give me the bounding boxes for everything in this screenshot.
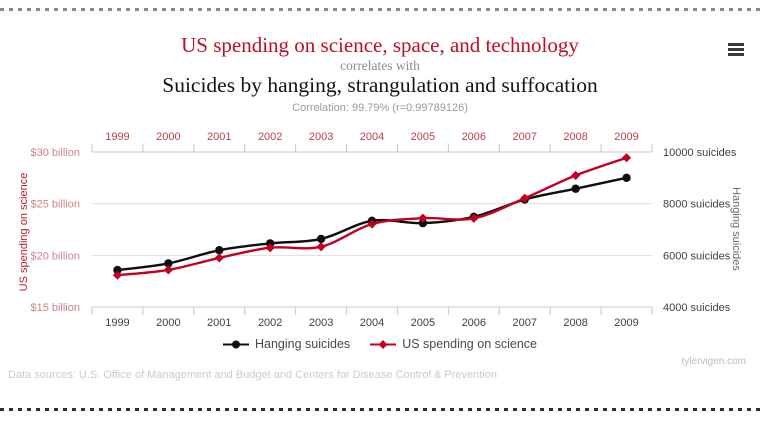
svg-text:2001: 2001 bbox=[207, 131, 231, 143]
svg-text:1999: 1999 bbox=[105, 131, 129, 143]
svg-text:2008: 2008 bbox=[563, 131, 587, 143]
legend-label: Hanging suicides bbox=[254, 337, 351, 351]
left-axis-tick-labels: $30 billion $25 billion $20 billion $15 bil… bbox=[30, 147, 80, 314]
svg-text:2005: 2005 bbox=[411, 317, 435, 329]
svg-text:2005: 2005 bbox=[411, 131, 435, 143]
correlation-line-chart: 1999 2000 2001 2002 2003 2004 2005 2006 2007 2008… bbox=[30, 131, 737, 329]
svg-text:2004: 2004 bbox=[360, 131, 384, 143]
gridlines bbox=[92, 151, 652, 308]
svg-text:$25 billion: $25 billion bbox=[30, 199, 80, 211]
svg-text:2002: 2002 bbox=[258, 317, 282, 329]
menu-icon-bar bbox=[728, 52, 744, 56]
svg-text:2003: 2003 bbox=[309, 317, 333, 329]
right-axis-tick-labels: 10000 suicides 8000 suicides 6000 suicides… bbox=[663, 147, 737, 314]
svg-text:8000 suicides: 8000 suicides bbox=[663, 199, 731, 211]
svg-text:2004: 2004 bbox=[360, 317, 384, 329]
chart-title-suicides: Suicides by hanging, strangulation and s… bbox=[162, 73, 598, 97]
menu-icon-bar bbox=[728, 43, 744, 46]
data-sources: Data sources: U.S. Office of Management … bbox=[8, 369, 497, 381]
svg-text:6000 suicides: 6000 suicides bbox=[663, 250, 731, 262]
svg-text:$30 billion: $30 billion bbox=[30, 147, 80, 159]
svg-text:$15 billion: $15 billion bbox=[30, 302, 80, 314]
svg-text:2001: 2001 bbox=[207, 317, 231, 329]
svg-text:2006: 2006 bbox=[462, 131, 486, 143]
svg-text:2009: 2009 bbox=[614, 317, 638, 329]
legend-line-diamond-icon bbox=[370, 339, 397, 349]
chart-title-spending: US spending on science, space, and techn… bbox=[181, 33, 579, 57]
svg-text:10000 suicides: 10000 suicides bbox=[663, 147, 737, 159]
svg-text:4000 suicides: 4000 suicides bbox=[663, 302, 731, 314]
svg-text:2007: 2007 bbox=[512, 131, 536, 143]
top-axis-years: 1999 2000 2001 2002 2003 2004 2005 2006 2007 2008… bbox=[105, 131, 639, 143]
correlation-text: Correlation: 99.79% (r=0.99789126) bbox=[292, 102, 468, 114]
bottom-dashed-divider bbox=[0, 408, 760, 411]
svg-text:2009: 2009 bbox=[614, 131, 638, 143]
svg-text:2000: 2000 bbox=[156, 317, 180, 329]
series-us-spending-on-science bbox=[112, 153, 632, 280]
legend-label: US spending on science bbox=[402, 337, 537, 351]
svg-text:2008: 2008 bbox=[563, 317, 587, 329]
svg-text:2002: 2002 bbox=[258, 131, 282, 143]
svg-text:$20 billion: $20 billion bbox=[30, 250, 80, 262]
menu-icon[interactable] bbox=[728, 43, 744, 58]
bottom-axis-years: 1999 2000 2001 2002 2003 2004 2005 2006 2007 2008… bbox=[105, 317, 639, 329]
menu-icon-bar bbox=[728, 47, 744, 51]
svg-text:2000: 2000 bbox=[156, 131, 180, 143]
svg-text:1999: 1999 bbox=[105, 317, 129, 329]
svg-text:2003: 2003 bbox=[309, 131, 333, 143]
legend-line-circle-icon bbox=[222, 340, 249, 348]
svg-text:2007: 2007 bbox=[512, 317, 536, 329]
svg-text:2006: 2006 bbox=[462, 317, 486, 329]
chart-legend: Hanging suicides US spending on science bbox=[0, 336, 760, 352]
watermark: tylervigen.com bbox=[681, 356, 746, 367]
correlates-with-text: correlates with bbox=[340, 58, 420, 73]
axis-tick-marks bbox=[91, 144, 653, 315]
legend-item-us-spending-on-science: US spending on science bbox=[370, 337, 537, 351]
legend-item-hanging-suicides: Hanging suicides bbox=[222, 337, 351, 351]
top-dashed-divider bbox=[0, 8, 760, 11]
